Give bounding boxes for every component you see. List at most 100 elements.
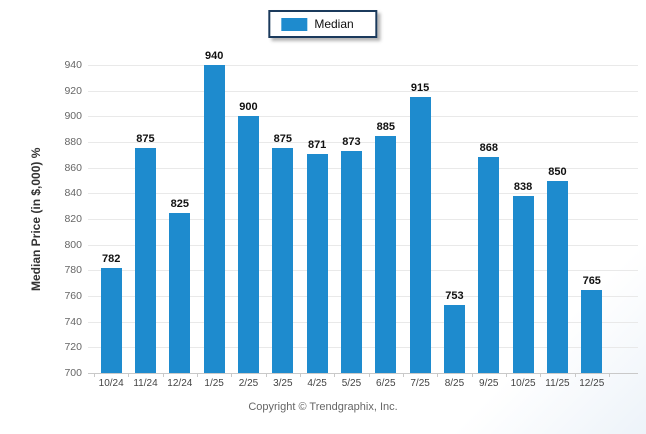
x-tick-label-2/25: 2/25	[238, 378, 259, 389]
bar-value-label-10/24: 782	[101, 252, 121, 265]
bar-slot-6/25: 885	[369, 65, 403, 373]
x-tick-label-6/25: 6/25	[376, 378, 396, 389]
bar-slot-12/24: 825	[163, 65, 197, 373]
x-tick-label-10/24: 10/24	[98, 378, 124, 389]
bar-value-label-11/24: 875	[136, 133, 155, 146]
bar-slot-1/25: 940	[197, 50, 231, 373]
bar-slot-4/25: 871	[300, 65, 334, 373]
bar-2/25: 900	[237, 101, 259, 373]
bar-slot-10/24: 782	[94, 65, 128, 373]
gridline-740	[88, 321, 638, 323]
x-axis-tick-mark	[368, 373, 370, 377]
x-tick-label-5/25: 5/25	[341, 378, 362, 389]
bar-8/25: 753	[443, 290, 465, 373]
bar-slot-7/25: 915	[403, 65, 437, 373]
x-axis-tick-mark	[403, 373, 404, 377]
gridline-880	[88, 142, 638, 143]
x-axis-tick-mark	[300, 373, 301, 377]
y-axis-ticks: 700 720 740 760 780 800 820 840 860 880 900 920 940	[40, 59, 82, 379]
copyright-text: Copyright © Trendgraphix, Inc.	[248, 401, 398, 413]
x-axis-labels: 10/24 11/24 12/24 1/25 2/25 3/25 4/25 5/25 6/25 7…	[94, 378, 609, 389]
bar-5/25: 873	[340, 136, 362, 373]
gridline-800	[88, 244, 638, 246]
bar-value-label-6/25: 885	[376, 120, 395, 133]
gridline-940	[88, 65, 638, 66]
bar-value-label-7/25: 915	[410, 82, 430, 95]
bar-4/25: 871	[306, 139, 328, 373]
bar-12/24: 825	[169, 198, 191, 373]
gridline-840	[88, 193, 638, 195]
bar-slot-11/25: 850	[540, 65, 574, 373]
bar-11/25: 850	[546, 166, 568, 373]
y-tick-label-940: 940	[64, 59, 82, 71]
x-tick-label-9/25: 9/25	[479, 378, 499, 389]
gridline-720	[88, 347, 638, 349]
bar-3/25: 875	[272, 133, 294, 373]
gridline-920	[88, 90, 638, 92]
gridline-760	[88, 296, 638, 297]
bar-value-label-11/25: 850	[548, 165, 567, 178]
y-tick-label-900: 900	[64, 110, 82, 123]
bar-value-label-10/25: 838	[513, 180, 533, 193]
gridline-780	[88, 270, 638, 272]
x-tick-label-12/25: 12/25	[579, 378, 605, 389]
legend-label: Median	[314, 17, 354, 31]
gridline-700	[88, 373, 638, 374]
bar-slot-11/24: 875	[128, 65, 162, 373]
x-axis-tick-mark	[128, 373, 130, 377]
y-tick-label-780: 780	[64, 264, 82, 277]
y-tick-label-880: 880	[64, 136, 82, 148]
x-axis-tick-mark	[265, 373, 267, 377]
bar-slot-5/25: 873	[334, 65, 368, 373]
y-tick-label-820: 820	[64, 213, 82, 225]
x-axis-tick-mark	[162, 373, 164, 377]
bar-value-label-12/24: 825	[170, 197, 189, 210]
x-axis-tick-mark	[540, 373, 542, 377]
legend-swatch-icon	[281, 17, 308, 31]
x-tick-label-1/25: 1/25	[204, 378, 224, 389]
bar-value-label-3/25: 875	[273, 133, 292, 146]
bar-1/25: 940	[203, 50, 225, 373]
bar-value-label-8/25: 753	[445, 289, 464, 302]
bar-11/24: 875	[134, 133, 156, 373]
y-tick-label-700: 700	[64, 367, 82, 379]
x-tick-label-11/24: 11/24	[133, 378, 158, 389]
x-axis-tick-mark	[94, 373, 95, 377]
x-axis-tick-mark	[437, 373, 439, 377]
gridline-900	[88, 116, 638, 118]
y-tick-label-800: 800	[64, 238, 82, 251]
x-axis-tick-mark	[231, 373, 233, 377]
x-axis-tick-mark	[609, 373, 610, 377]
x-tick-label-10/25: 10/25	[510, 378, 536, 389]
bar-10/24: 782	[100, 253, 122, 373]
bar-10/25: 838	[512, 181, 534, 373]
plot-area: 782 875 825 940 900 875 871 873 885 915 753 868 838 8…	[88, 50, 638, 389]
bar-slot-10/25: 838	[506, 65, 540, 373]
y-tick-label-860: 860	[64, 161, 82, 174]
gridline-860	[88, 167, 638, 169]
bar-6/25: 885	[375, 121, 397, 373]
x-axis-tick-mark	[197, 373, 198, 377]
x-axis-tick-mark	[471, 373, 473, 377]
x-axis-tick-mark	[506, 373, 507, 377]
bars: 782 875 825 940 900 875 871 873 885 915 753 868 838 8…	[94, 50, 609, 373]
y-tick-label-840: 840	[64, 187, 82, 200]
x-tick-label-8/25: 8/25	[444, 378, 465, 389]
bar-value-label-2/25: 900	[239, 101, 258, 114]
x-tick-label-7/25: 7/25	[410, 378, 430, 389]
bar-value-label-12/25: 765	[582, 274, 601, 287]
legend: Median	[268, 10, 378, 38]
x-tick-label-4/25: 4/25	[307, 378, 327, 389]
bar-9/25: 868	[478, 142, 500, 373]
y-tick-label-720: 720	[64, 341, 82, 354]
bar-slot-8/25: 753	[437, 65, 471, 373]
x-tick-label-11/25: 11/25	[545, 378, 570, 389]
bar-12/25: 765	[581, 275, 603, 373]
x-axis-tick-mark	[334, 373, 336, 377]
bar-value-label-9/25: 868	[479, 142, 498, 155]
y-tick-label-740: 740	[64, 315, 82, 328]
y-tick-label-760: 760	[64, 290, 82, 302]
bar-slot-12/25: 765	[575, 65, 609, 373]
bar-slot-2/25: 900	[231, 65, 265, 373]
bar-slot-9/25: 868	[472, 65, 506, 373]
